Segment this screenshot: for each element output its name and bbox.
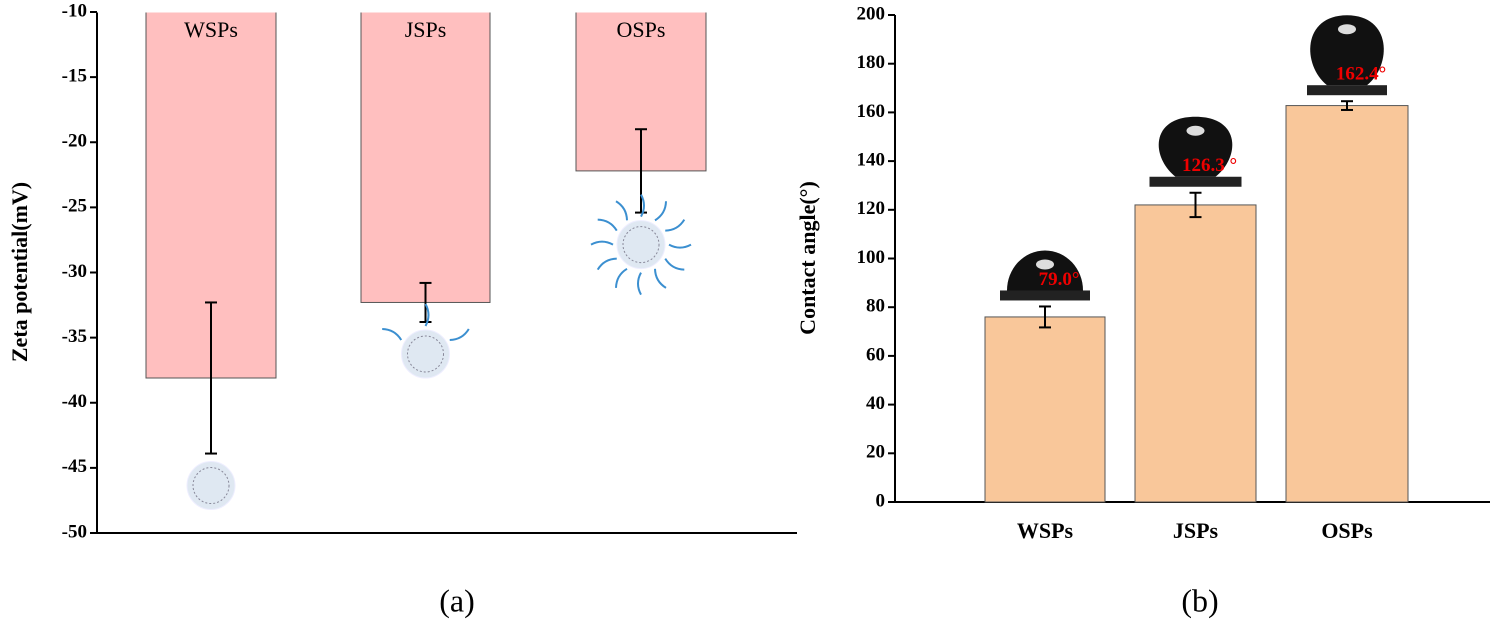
y-tick-label: -40 xyxy=(62,391,87,412)
droplet-highlight xyxy=(1036,259,1054,270)
ligand xyxy=(664,258,685,271)
y-tick-label: -45 xyxy=(62,456,87,477)
ligand xyxy=(382,327,403,341)
x-tick-label: WSPs xyxy=(1017,518,1074,543)
y-tick-label: -30 xyxy=(62,261,87,282)
particle-icon xyxy=(616,220,666,270)
particle-core xyxy=(192,467,230,505)
y-tick-label: 160 xyxy=(857,101,886,122)
y-tick-label: 120 xyxy=(857,198,886,219)
ligand xyxy=(640,194,645,218)
caption: (a) xyxy=(439,582,475,618)
ligand xyxy=(654,201,667,222)
ligand xyxy=(668,243,692,249)
droplet-highlight xyxy=(1338,24,1356,35)
y-tick-label: 100 xyxy=(857,247,886,268)
ligand xyxy=(615,200,628,221)
bar xyxy=(1285,105,1409,503)
ligand xyxy=(654,268,667,289)
y-tick-label: -20 xyxy=(62,131,87,152)
error-bar xyxy=(1189,191,1202,219)
annotation: 162.4° xyxy=(1336,64,1386,85)
y-tick-label: -25 xyxy=(62,196,87,217)
ligand xyxy=(449,328,470,341)
ligand xyxy=(637,272,642,296)
annotation: 79.0° xyxy=(1039,269,1080,290)
ligand xyxy=(665,219,686,232)
droplet-substrate xyxy=(1149,176,1242,187)
droplet xyxy=(1310,15,1384,86)
y-axis-label: Zeta potential(mV) xyxy=(7,182,32,362)
annotation: 126.3 ° xyxy=(1182,155,1237,176)
category-label: WSPs xyxy=(184,17,238,42)
particle-icon xyxy=(401,329,450,379)
ligand xyxy=(590,240,614,246)
particle-core xyxy=(622,226,660,264)
bar xyxy=(360,11,491,303)
category-label: OSPs xyxy=(617,17,666,42)
bar xyxy=(1134,204,1257,503)
particle-icon xyxy=(186,461,236,511)
y-tick-label: 20 xyxy=(866,442,885,463)
ligand xyxy=(424,303,430,327)
y-tick-label: 0 xyxy=(876,490,886,511)
droplet-substrate xyxy=(1307,85,1387,96)
x-tick-label: JSPs xyxy=(1173,518,1219,543)
y-axis-label: Contact angle(°) xyxy=(795,181,820,335)
droplet-highlight xyxy=(1186,125,1205,136)
bar xyxy=(984,316,1106,503)
y-tick-label: 200 xyxy=(857,3,886,24)
error-bar xyxy=(1039,305,1051,329)
y-tick-label: -35 xyxy=(62,326,87,347)
ligand xyxy=(615,267,628,288)
caption: (b) xyxy=(1181,582,1218,618)
y-tick-label: -10 xyxy=(62,0,87,21)
category-label: JSPs xyxy=(405,17,447,42)
y-tick-label: -15 xyxy=(62,65,87,86)
y-tick-label: -50 xyxy=(62,521,87,542)
ligand xyxy=(596,257,617,271)
y-tick-label: 40 xyxy=(866,393,885,414)
error-bar xyxy=(205,301,217,455)
error-bar xyxy=(635,128,647,214)
y-tick-label: 180 xyxy=(857,52,886,73)
particle-core xyxy=(407,335,444,373)
y-tick-label: 80 xyxy=(866,296,885,317)
droplet-substrate xyxy=(1000,290,1090,301)
droplet xyxy=(1007,250,1083,291)
y-tick-label: 60 xyxy=(866,344,885,365)
error-bar xyxy=(419,281,432,323)
y-tick-label: 140 xyxy=(857,149,886,170)
droplet xyxy=(1158,116,1233,177)
error-bar xyxy=(1341,100,1353,111)
ligand xyxy=(597,218,618,232)
x-tick-label: OSPs xyxy=(1321,518,1373,543)
